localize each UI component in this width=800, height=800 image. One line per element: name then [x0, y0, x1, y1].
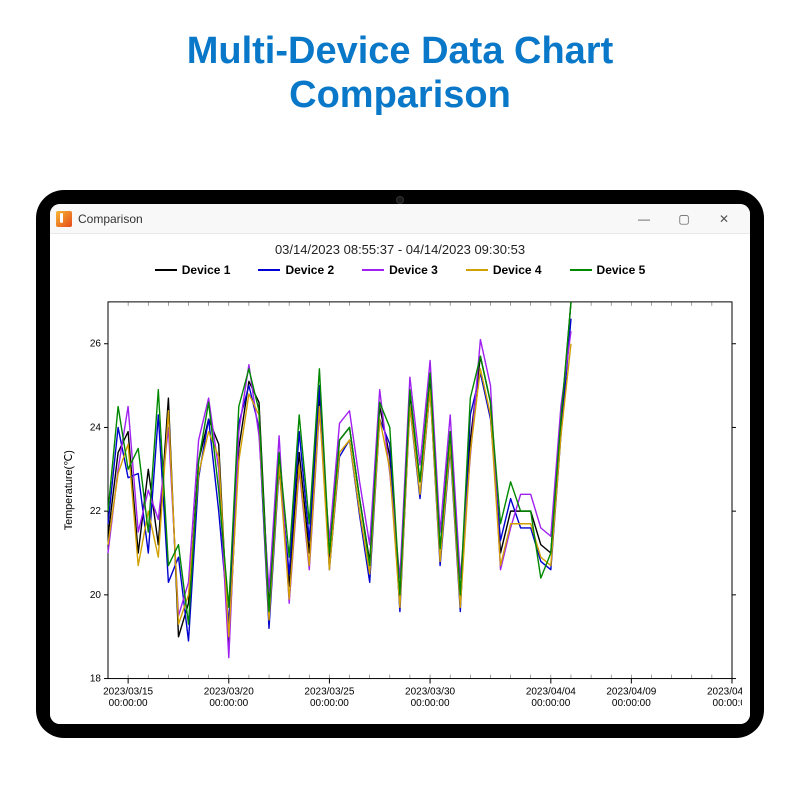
legend-label: Device 3	[389, 263, 438, 277]
tablet-camera	[396, 196, 404, 204]
legend-swatch	[466, 269, 488, 272]
svg-text:00:00:00: 00:00:00	[209, 698, 248, 709]
window-title: Comparison	[78, 212, 143, 226]
page-headline: Multi-Device Data Chart Comparison	[0, 0, 800, 127]
svg-text:2023/04/09: 2023/04/09	[606, 686, 656, 697]
close-button[interactable]: ✕	[704, 204, 744, 234]
minimize-button[interactable]: —	[624, 204, 664, 234]
legend-swatch	[362, 269, 384, 272]
svg-text:00:00:00: 00:00:00	[411, 698, 450, 709]
window-controls: — ▢ ✕	[624, 204, 744, 234]
app-icon	[56, 211, 72, 227]
svg-text:00:00:00: 00:00:00	[310, 698, 349, 709]
chart-area: 03/14/2023 08:55:37 - 04/14/2023 09:30:5…	[50, 234, 750, 724]
svg-text:00:00:00: 00:00:00	[109, 698, 148, 709]
legend-item[interactable]: Device 2	[258, 263, 334, 277]
chart-legend: Device 1 Device 2 Device 3 Device 4 Device 5	[50, 257, 750, 281]
legend-label: Device 5	[597, 263, 646, 277]
svg-text:2023/04/04: 2023/04/04	[526, 686, 576, 697]
legend-label: Device 2	[285, 263, 334, 277]
svg-text:2023/03/30: 2023/03/30	[405, 686, 455, 697]
svg-text:Temperature(℃): Temperature(℃)	[63, 450, 75, 530]
headline-line1: Multi-Device Data Chart	[0, 30, 800, 74]
headline-line2: Comparison	[0, 74, 800, 118]
screen: Comparison — ▢ ✕ 03/14/2023 08:55:37 - 0…	[50, 204, 750, 724]
svg-text:26: 26	[90, 339, 102, 350]
svg-text:20: 20	[90, 590, 102, 601]
legend-item[interactable]: Device 1	[155, 263, 231, 277]
svg-text:00:00:00: 00:00:00	[713, 698, 742, 709]
legend-label: Device 4	[493, 263, 542, 277]
legend-item[interactable]: Device 3	[362, 263, 438, 277]
chart-date-range: 03/14/2023 08:55:37 - 04/14/2023 09:30:5…	[50, 234, 750, 257]
svg-text:00:00:00: 00:00:00	[531, 698, 570, 709]
legend-swatch	[155, 269, 177, 272]
maximize-button[interactable]: ▢	[664, 204, 704, 234]
tablet-frame: Comparison — ▢ ✕ 03/14/2023 08:55:37 - 0…	[36, 190, 764, 738]
svg-text:22: 22	[90, 506, 102, 517]
legend-item[interactable]: Device 5	[570, 263, 646, 277]
svg-text:2023/03/20: 2023/03/20	[204, 686, 254, 697]
chart-plot: 1820222426Temperature(℃)2023/03/1500:00:…	[58, 294, 742, 718]
legend-swatch	[570, 269, 592, 272]
legend-label: Device 1	[182, 263, 231, 277]
legend-item[interactable]: Device 4	[466, 263, 542, 277]
svg-text:24: 24	[90, 422, 102, 433]
svg-text:2023/04/14: 2023/04/14	[707, 686, 742, 697]
window-titlebar: Comparison — ▢ ✕	[50, 204, 750, 234]
svg-text:18: 18	[90, 674, 102, 685]
svg-text:00:00:00: 00:00:00	[612, 698, 651, 709]
legend-swatch	[258, 269, 280, 272]
svg-text:2023/03/25: 2023/03/25	[304, 686, 354, 697]
svg-text:2023/03/15: 2023/03/15	[103, 686, 153, 697]
